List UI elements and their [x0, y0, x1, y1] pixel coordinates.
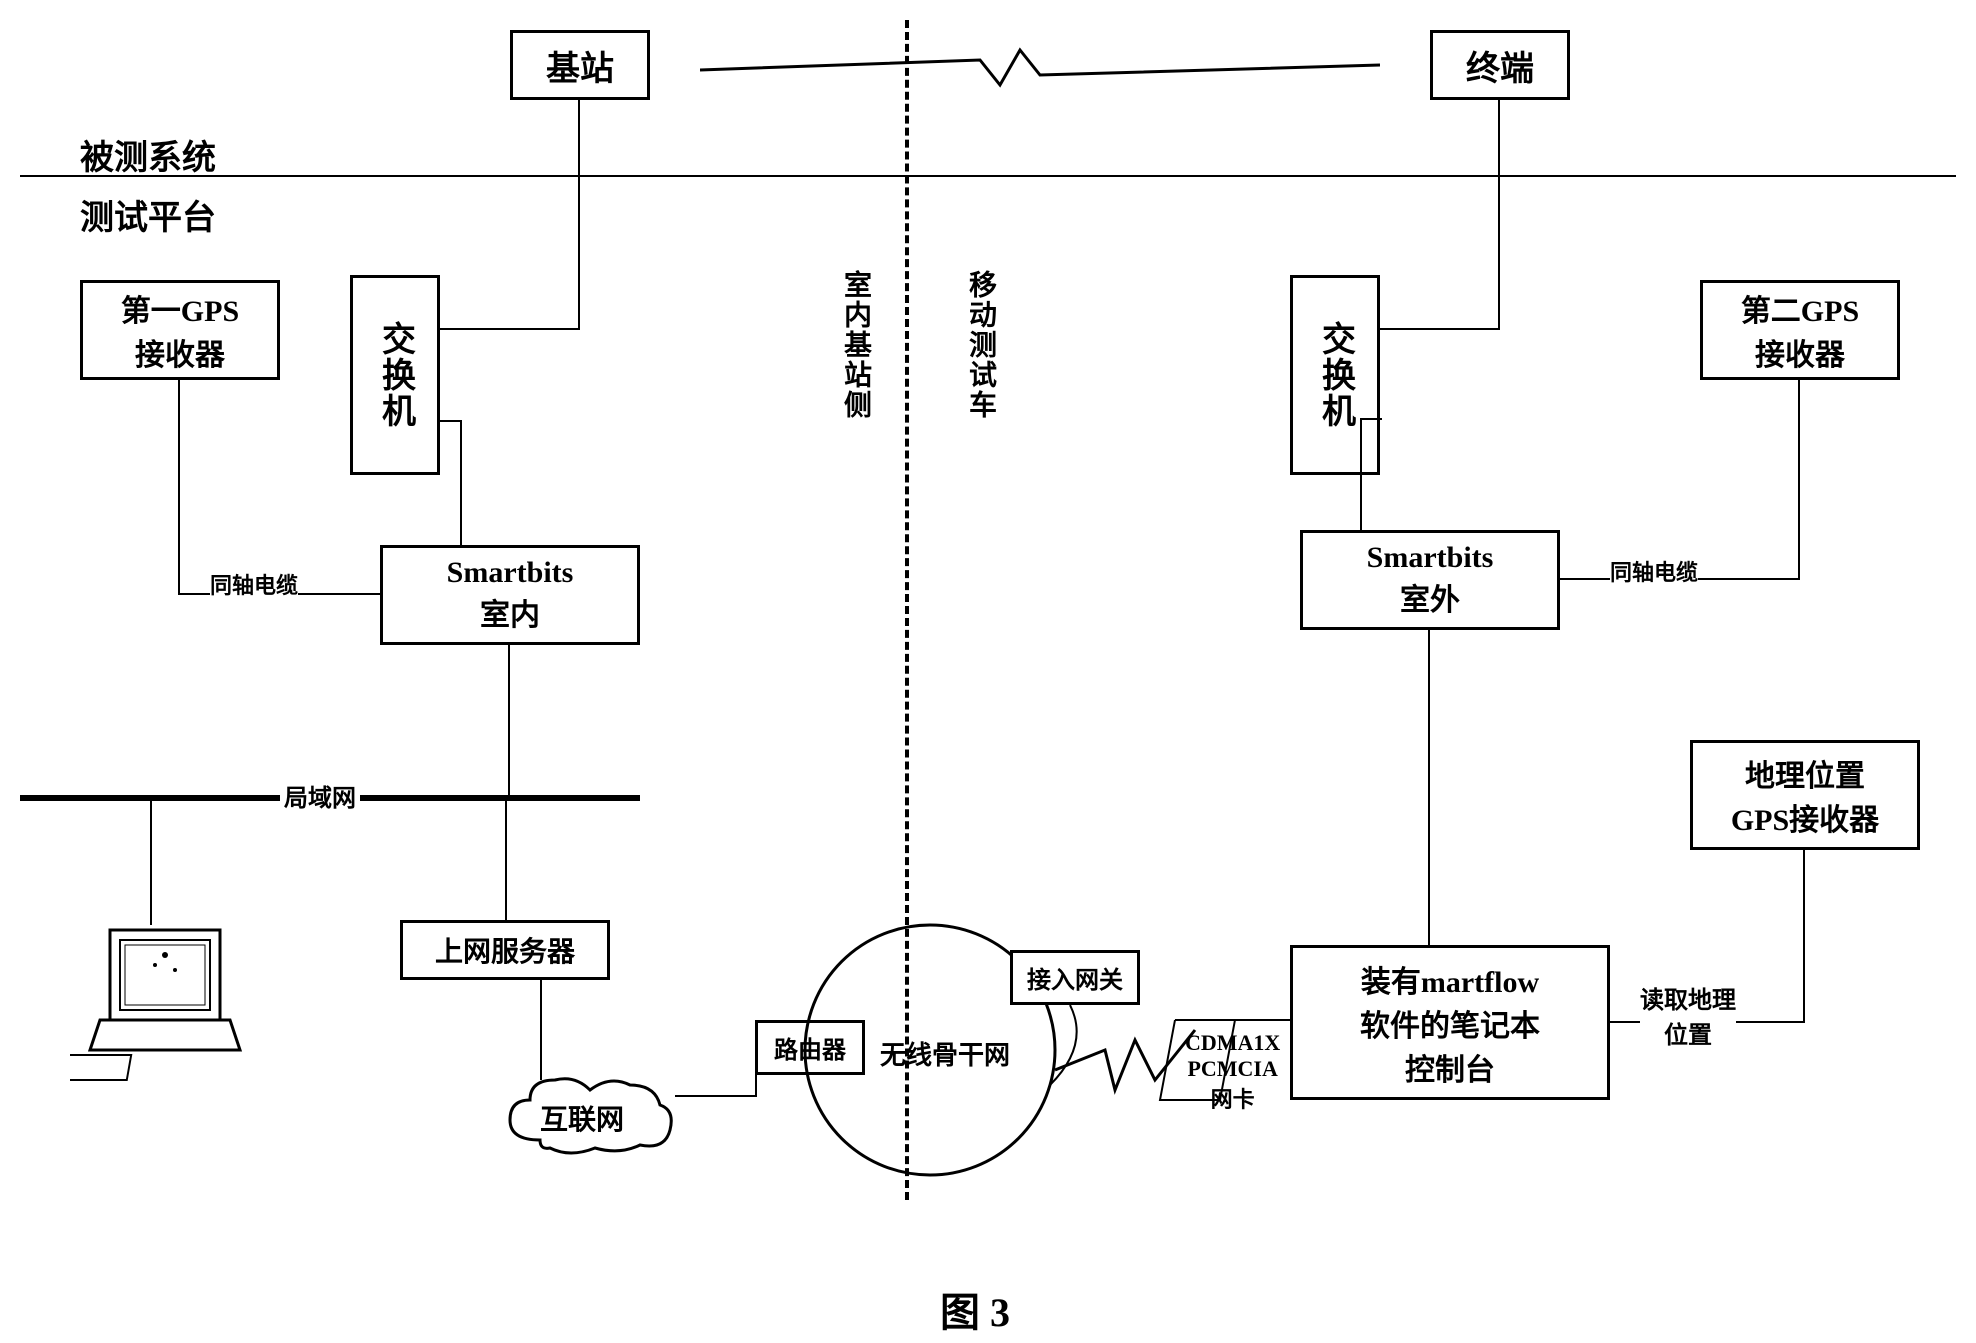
line-switch-right-out-v [1360, 418, 1362, 476]
wireless-backbone-label: 无线骨干网 [880, 1035, 1010, 1072]
line-switch-right-out [1360, 418, 1382, 420]
geo-gps-text: 地理位置 GPS接收器 [1731, 751, 1879, 839]
line-pc-to-lan [150, 800, 152, 925]
line-switch-to-sb-left-h [440, 420, 462, 422]
smartbits-outdoor-text: Smartbits 室外 [1367, 541, 1494, 619]
line-sb-to-lan [508, 645, 510, 798]
smartbits-outdoor-box: Smartbits 室外 [1300, 530, 1560, 630]
terminal-text: 终端 [1466, 41, 1534, 90]
lan-label: 局域网 [280, 778, 360, 813]
internet-label: 互联网 [540, 1098, 624, 1138]
line-base-to-switch-v [578, 100, 580, 330]
cdma-to-laptop-line [1150, 1000, 1295, 1120]
line-switch-to-sb-right [1360, 475, 1362, 533]
system-divider [20, 175, 1956, 177]
internet-server-box: 上网服务器 [400, 920, 610, 980]
switch-right-text: 交换机 [1311, 321, 1360, 429]
gps2-box: 第二GPS 接收器 [1700, 280, 1900, 380]
internet-server-text: 上网服务器 [435, 930, 575, 970]
gps2-text: 第二GPS 接收器 [1741, 286, 1859, 374]
smartbits-indoor-box: Smartbits 室内 [380, 545, 640, 645]
mobile-vehicle-label: 移动测试车 [960, 270, 1000, 420]
laptop-console-box: 装有martflow 软件的笔记本 控制台 [1290, 945, 1610, 1100]
test-platform-label: 测试平台 [80, 190, 216, 239]
access-gateway-text: 接入网关 [1027, 960, 1123, 995]
line-internet-to-router [675, 1095, 757, 1097]
read-geo-label: 读取地理 位置 [1640, 980, 1736, 1050]
indoor-side-label: 室内基站侧 [835, 270, 875, 420]
access-gateway-box: 接入网关 [1010, 950, 1140, 1005]
line-gps2-down [1798, 380, 1800, 580]
line-server-to-internet [540, 980, 542, 1080]
laptop-console-text: 装有martflow 软件的笔记本 控制台 [1360, 957, 1540, 1089]
line-terminal-to-switch-v [1498, 100, 1500, 330]
gps1-text: 第一GPS 接收器 [121, 286, 239, 374]
coax-right-label: 同轴电缆 [1610, 555, 1698, 587]
line-terminal-to-switch-h [1380, 328, 1500, 330]
tested-system-label: 被测系统 [80, 130, 216, 179]
line-lan-to-server [505, 800, 507, 923]
line-sb-to-laptop [1428, 630, 1430, 948]
switch-left-text: 交换机 [371, 321, 420, 429]
gps1-box: 第一GPS 接收器 [80, 280, 280, 380]
base-station-box: 基站 [510, 30, 650, 100]
line-gps1-down [178, 380, 180, 595]
wireless-link-icon [700, 40, 1380, 100]
line-base-to-switch-h [440, 328, 580, 330]
computer-icon [70, 920, 250, 1090]
line-geogps-down [1803, 850, 1805, 1023]
smartbits-indoor-text: Smartbits 室内 [447, 556, 574, 634]
base-station-text: 基站 [546, 41, 614, 90]
terminal-box: 终端 [1430, 30, 1570, 100]
switch-right-box: 交换机 [1290, 275, 1380, 475]
line-switch-to-sb-left-v2 [460, 420, 462, 475]
geo-gps-box: 地理位置 GPS接收器 [1690, 740, 1920, 850]
line-switch-to-sb-left [460, 475, 462, 548]
figure-label: 图 3 [940, 1280, 1010, 1338]
line-internet-to-router-v [755, 1073, 757, 1097]
switch-left-box: 交换机 [350, 275, 440, 475]
coax-left-label: 同轴电缆 [210, 568, 298, 600]
